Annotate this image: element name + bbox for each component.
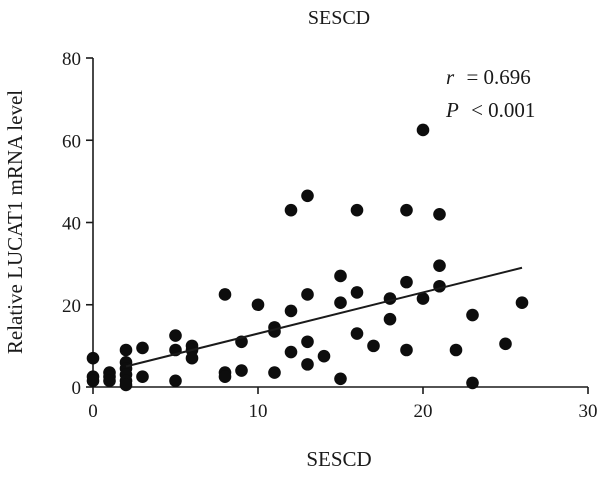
x-ticks: 0 10 20 30	[88, 387, 598, 422]
x-tick-label: 20	[414, 401, 433, 422]
data-point	[301, 335, 314, 349]
x-axis-title: SESCD	[306, 447, 371, 471]
data-point	[433, 259, 446, 272]
regression-line	[125, 266, 523, 368]
data-point	[301, 288, 314, 301]
data-point	[218, 370, 232, 384]
y-tick-label: 60	[62, 131, 81, 152]
data-point	[466, 376, 479, 390]
y-ticks: 0 20 40 60 80	[62, 49, 93, 399]
data-point	[515, 296, 529, 309]
data-point	[86, 351, 100, 365]
data-point	[268, 366, 281, 379]
p-symbol: P	[445, 98, 459, 122]
y-tick-label: 0	[72, 378, 82, 399]
data-point	[350, 203, 364, 217]
data-point	[350, 286, 364, 299]
data-point	[235, 364, 248, 377]
data-point	[284, 203, 298, 217]
r-statistic: r = 0.696	[446, 65, 531, 89]
p-value: < 0.001	[471, 98, 535, 122]
data-point	[301, 358, 314, 371]
data-point	[284, 345, 298, 359]
data-point	[499, 337, 512, 351]
y-tick-label: 40	[62, 214, 81, 235]
data-points	[86, 123, 529, 392]
y-tick-label: 20	[62, 296, 81, 317]
data-point	[350, 327, 364, 340]
data-point	[301, 189, 314, 203]
data-point	[103, 374, 116, 388]
data-point	[251, 298, 265, 312]
data-point	[334, 269, 347, 283]
data-point	[466, 308, 479, 322]
data-point	[400, 275, 413, 289]
data-point	[86, 374, 100, 388]
data-point	[119, 343, 133, 357]
data-point	[416, 292, 430, 305]
data-point	[136, 341, 149, 355]
data-point	[449, 343, 463, 357]
data-point	[334, 372, 347, 386]
x-tick-label: 10	[249, 401, 268, 422]
y-tick-label: 80	[62, 49, 81, 70]
data-point	[284, 304, 298, 318]
r-symbol: r	[446, 65, 455, 89]
data-point	[367, 339, 380, 353]
data-point	[416, 123, 430, 137]
p-statistic: P < 0.001	[445, 98, 535, 122]
chart-title: SESCD	[308, 7, 370, 29]
r-value: = 0.696	[466, 65, 530, 89]
data-point	[185, 351, 199, 365]
data-point	[169, 374, 182, 388]
data-point	[218, 288, 232, 301]
data-point	[433, 207, 446, 221]
data-point	[400, 343, 413, 357]
x-tick-label: 30	[579, 401, 598, 422]
data-point	[317, 349, 331, 363]
x-tick-label: 0	[88, 401, 98, 422]
data-point	[400, 203, 413, 217]
data-point	[119, 378, 133, 392]
data-point	[334, 296, 347, 309]
data-point	[169, 329, 182, 342]
correlation-stats: r = 0.696 P < 0.001	[445, 65, 535, 122]
y-axis-title: Relative LUCAT1 mRNA level	[3, 90, 27, 354]
data-point	[383, 312, 397, 326]
data-point	[136, 370, 149, 384]
